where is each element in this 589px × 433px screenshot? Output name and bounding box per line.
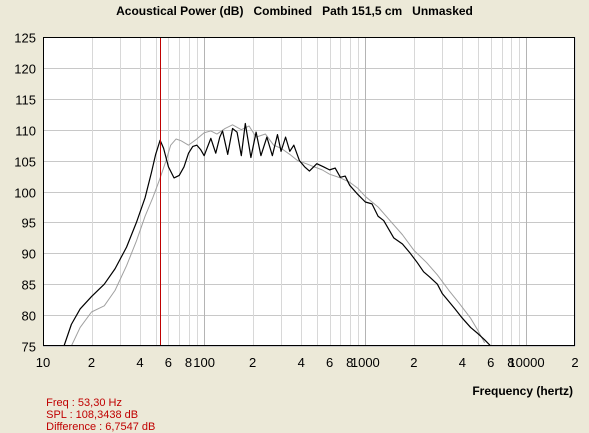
x-axis-label: Frequency (hertz) (472, 384, 573, 398)
y-tick-label: 125 (14, 31, 36, 46)
x-tick-label: 1000 (351, 355, 380, 370)
status-spl: SPL : 108,3438 dB (46, 409, 139, 421)
x-tick-label: 10000 (508, 355, 544, 370)
x-tick-label: 4 (298, 355, 305, 370)
x-tick-label: 2 (410, 355, 417, 370)
plot-border (43, 37, 575, 346)
x-tick-label: 2 (249, 355, 256, 370)
y-tick-label: 100 (14, 186, 36, 201)
y-tick-label: 120 (14, 62, 36, 77)
y-tick-label: 95 (22, 216, 36, 231)
y-tick-label: 90 (22, 247, 36, 262)
x-tick-label: 2 (571, 355, 578, 370)
x-tick-label: 8 (346, 355, 353, 370)
x-tick-label: 2 (88, 355, 95, 370)
series-line-reference (70, 124, 486, 346)
x-tick-label: 6 (165, 355, 172, 370)
y-tick-label: 80 (22, 309, 36, 324)
x-tick-label: 6 (326, 355, 333, 370)
x-tick-label: 6 (487, 355, 494, 370)
y-tick-labels: 75 80 85 90 95 100 105 110 115 120 125 (14, 31, 36, 355)
status-freq: Freq : 53,30 Hz (46, 397, 122, 409)
x-tick-label: 4 (459, 355, 466, 370)
plot-area[interactable] (43, 37, 575, 346)
status-readout: Freq : 53,30 Hz SPL : 108,3438 dB Differ… (40, 385, 167, 433)
x-tick-label: 100 (193, 355, 215, 370)
x-tick-label: 8 (185, 355, 192, 370)
status-difference: Difference : 6,7547 dB (46, 421, 156, 433)
chart-title: Acoustical Power (dB) Combined Path 151,… (116, 4, 473, 18)
y-tick-label: 75 (22, 340, 36, 355)
y-tick-label: 110 (15, 124, 36, 139)
y-tick-label: 105 (14, 155, 36, 170)
x-tick-label: 4 (136, 355, 143, 370)
x-tick-label: 10 (36, 355, 50, 370)
x-tick-label: 8 (507, 355, 514, 370)
series-line-combined (63, 122, 492, 346)
y-tick-label: 115 (15, 93, 36, 108)
y-tick-label: 85 (22, 278, 36, 293)
